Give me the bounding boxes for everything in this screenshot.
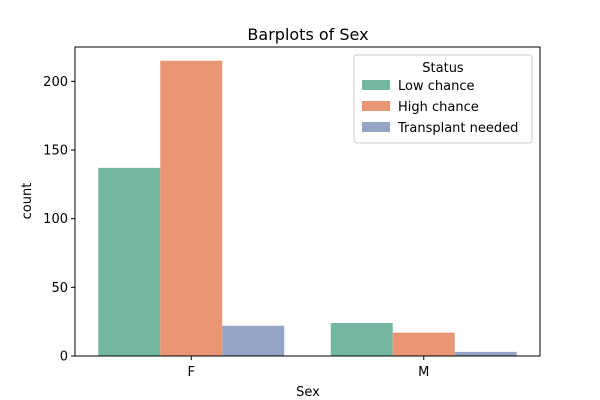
bar-F-high-chance bbox=[160, 60, 223, 356]
bar-M-low-chance bbox=[330, 323, 393, 356]
bar-F-transplant-needed bbox=[222, 325, 285, 356]
legend-swatch bbox=[362, 101, 390, 111]
legend: Status Low chance High chance Transplant n… bbox=[353, 54, 533, 144]
x-tick-label: M bbox=[418, 365, 429, 380]
y-tick-label: 100 bbox=[43, 212, 68, 227]
chart-title: Barplots of Sex bbox=[247, 25, 368, 44]
axes-frame bbox=[74, 46, 541, 357]
legend-entry-label: High chance bbox=[398, 100, 479, 115]
legend-swatch bbox=[362, 122, 390, 132]
y-tick-label: 50 bbox=[51, 281, 68, 296]
y-tick-label: 150 bbox=[43, 144, 68, 159]
x-tick-label: F bbox=[188, 365, 195, 380]
legend-entry-label: Transplant needed bbox=[397, 121, 518, 136]
y-axis-label: count bbox=[20, 183, 35, 220]
legend-title: Status bbox=[422, 61, 464, 76]
y-tick-label: 0 bbox=[60, 350, 68, 365]
legend-swatch bbox=[362, 80, 390, 90]
bar-F-low-chance bbox=[98, 167, 161, 356]
bar-M-high-chance bbox=[392, 332, 455, 356]
legend-frame bbox=[353, 54, 533, 144]
x-axis-label: Sex bbox=[296, 385, 320, 400]
y-tick-label: 200 bbox=[43, 75, 68, 90]
plot-area: 0 50 100 150 200 F M bbox=[43, 46, 541, 380]
legend-entry-label: Low chance bbox=[398, 79, 474, 94]
bar-M-transplant-needed bbox=[454, 351, 517, 356]
